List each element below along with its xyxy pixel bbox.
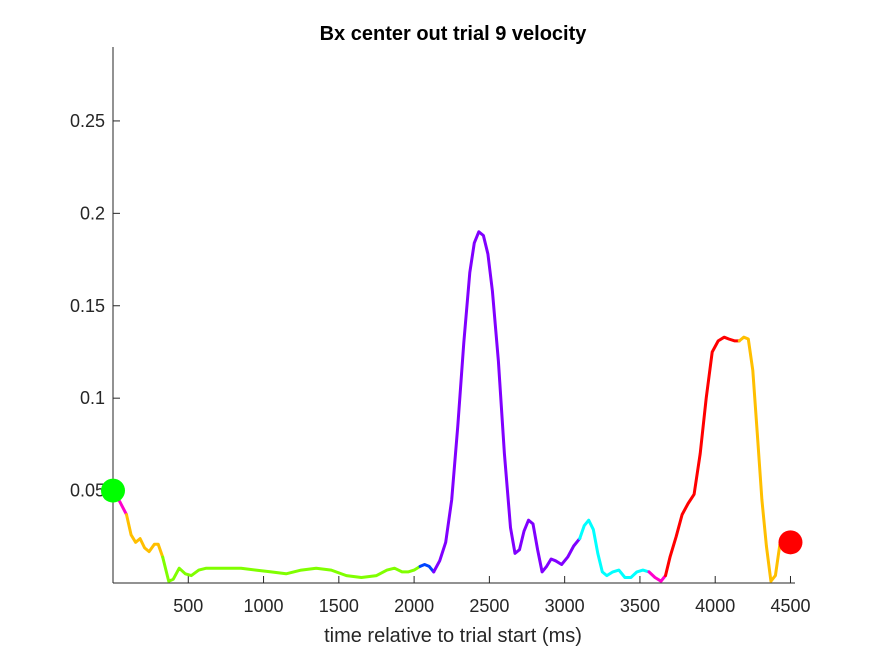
y-tick-label: 0.2 [80,203,105,223]
series-line [664,335,741,578]
x-tick-label: 1000 [244,596,284,616]
x-tick-label: 3500 [620,596,660,616]
markers-group [101,478,803,555]
x-tick-label: 1500 [319,596,359,616]
end-marker [778,530,803,555]
start-marker [101,478,125,503]
chart-title: Bx center out trial 9 velocity [320,23,588,45]
series-line [418,563,436,574]
x-tick-label: 3000 [545,596,585,616]
series-line [647,570,667,583]
y-tick-label: 0.15 [70,296,105,316]
x-tick-label: 4500 [770,596,810,616]
x-tick-label: 2500 [469,596,509,616]
x-tick-label: 4000 [695,596,735,616]
y-tick-label: 0.05 [70,481,105,501]
series-line [737,335,782,583]
x-axis-label: time relative to trial start (ms) [324,625,582,647]
x-tick-label: 500 [173,596,203,616]
series-line [125,513,165,559]
series-line [161,555,422,583]
y-tick-label: 0.25 [70,111,105,131]
axis-ticks: 500 1000 1500 2000 2500 3000 3500 4000 4500 0.05 0… [70,111,811,616]
series-line [578,518,651,579]
series-group [111,230,782,583]
y-tick-label: 0.1 [80,388,105,408]
x-tick-label: 2000 [394,596,434,616]
series-line [432,230,582,574]
